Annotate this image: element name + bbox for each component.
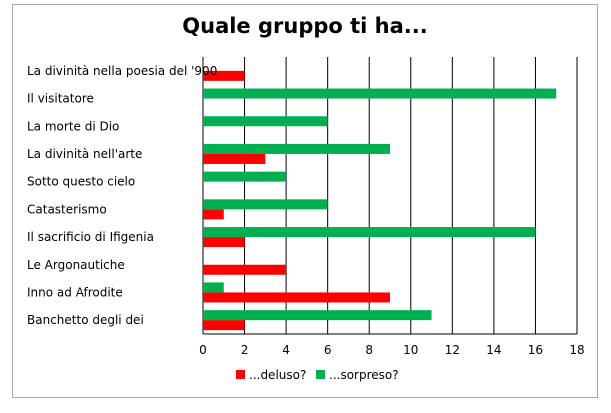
legend-label: ...deluso? (249, 368, 306, 382)
bar-deluso (203, 70, 245, 81)
bar-sorpreso (203, 310, 432, 321)
category-label: Inno ad Afrodite (27, 285, 123, 299)
bar-deluso (203, 153, 266, 164)
category-label: Catasterismo (27, 202, 107, 216)
bar-sorpreso (203, 227, 536, 238)
tick-label: 12 (445, 343, 460, 357)
tick-label: 8 (365, 343, 373, 357)
tick-label: 2 (241, 343, 249, 357)
bar-sorpreso (203, 116, 328, 127)
bar-deluso (203, 264, 287, 275)
category-label: Sotto questo cielo (27, 175, 135, 189)
tick-label: 4 (282, 343, 290, 357)
bar-sorpreso (203, 88, 557, 99)
bar-deluso (203, 209, 224, 220)
legend: ...deluso? ...sorpreso? (236, 368, 399, 382)
bar-sorpreso (203, 282, 224, 293)
x-axis-ticks: 0 2 4 6 8 10 12 14 16 18 (199, 343, 584, 357)
tick-label: 18 (569, 343, 584, 357)
bar-sorpreso (203, 143, 390, 154)
category-label: Le Argonautiche (27, 258, 125, 272)
tick-label: 14 (486, 343, 501, 357)
category-label: Il sacrificio di Ifigenia (27, 230, 154, 244)
bars (203, 70, 557, 331)
category-label: La morte di Dio (27, 119, 119, 133)
category-label: Banchetto degli dei (27, 313, 144, 327)
bar-sorpreso (203, 171, 287, 182)
tick-label: 16 (528, 343, 543, 357)
category-label: La divinità nella poesia del '900 (27, 64, 217, 78)
legend-label: ...sorpreso? (329, 368, 399, 382)
legend-swatch (316, 370, 325, 379)
bar-deluso (203, 292, 390, 303)
bar-deluso (203, 237, 245, 248)
legend-swatch (236, 370, 245, 379)
bar-deluso (203, 320, 245, 331)
category-label: Il visitatore (27, 92, 94, 106)
tick-label: 10 (403, 343, 418, 357)
chart-title: Quale gruppo ti ha... (182, 14, 427, 38)
bar-sorpreso (203, 199, 328, 210)
tick-label: 0 (199, 343, 207, 357)
tick-label: 6 (324, 343, 332, 357)
category-labels: La divinità nella poesia del '900 Il visi… (27, 64, 217, 327)
category-label: La divinità nell'arte (27, 147, 142, 161)
